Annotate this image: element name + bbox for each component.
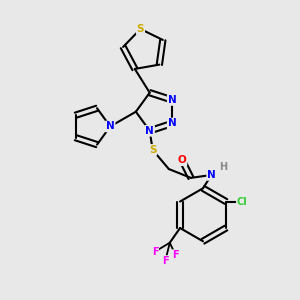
Text: N: N <box>168 95 176 105</box>
Text: H: H <box>219 162 227 172</box>
Text: N: N <box>145 126 154 136</box>
Text: S: S <box>137 24 144 34</box>
Text: S: S <box>149 145 156 155</box>
Text: N: N <box>207 170 216 180</box>
Text: N: N <box>106 122 115 131</box>
Text: F: F <box>152 247 158 256</box>
Text: F: F <box>172 250 179 260</box>
Text: F: F <box>162 256 169 266</box>
Text: O: O <box>178 155 187 165</box>
Text: N: N <box>168 118 176 128</box>
Text: Cl: Cl <box>237 196 248 206</box>
